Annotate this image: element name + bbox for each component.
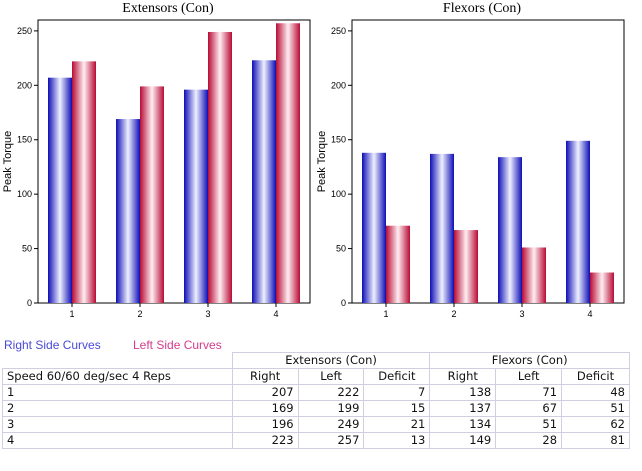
y-axis-label: Peak Torque: [2, 131, 14, 193]
y-tick-label: 0: [341, 298, 346, 308]
table-cell: 207: [231, 384, 299, 401]
table-cell: 223: [231, 432, 299, 449]
table-row: 1 207 222 7 138 71 48: [2, 384, 630, 401]
y-tick-label: 200: [331, 80, 346, 90]
row-label: 1: [2, 384, 233, 401]
plot-frame: [37, 19, 311, 304]
row-label: 2: [2, 400, 233, 417]
empty-cell: [2, 352, 233, 369]
col-header-deficit: Deficit: [561, 368, 630, 385]
table-cell: 71: [495, 384, 563, 401]
row-label: 4: [2, 432, 233, 449]
table-cell: 196: [231, 416, 299, 433]
bar-left-side: [454, 230, 478, 303]
col-header-right: Right: [429, 368, 497, 385]
y-tick-label: 100: [331, 189, 346, 199]
y-tick-label: 50: [22, 244, 32, 254]
x-tick-label: 3: [205, 309, 210, 319]
y-tick-label: 150: [17, 135, 32, 145]
results-table: Extensors (Con) Flexors (Con) Speed 60/6…: [2, 352, 630, 449]
table-cell: 67: [495, 400, 563, 417]
group-header-extensors: Extensors (Con): [231, 352, 431, 369]
group-header-flexors: Flexors (Con): [429, 352, 630, 369]
x-tick-label: 2: [451, 309, 456, 319]
table-cell: 15: [363, 400, 431, 417]
table-row: 3 196 249 21 134 51 62: [2, 416, 630, 433]
table-cell: 21: [363, 416, 431, 433]
table-cell: 149: [429, 432, 497, 449]
table-cell: 222: [297, 384, 365, 401]
col-header-left: Left: [297, 368, 365, 385]
y-tick-label: 150: [331, 135, 346, 145]
col-header-left: Left: [495, 368, 563, 385]
table-cell: 13: [363, 432, 431, 449]
x-tick-label: 3: [519, 309, 524, 319]
bar-left-side: [590, 272, 614, 303]
bar-right-side: [498, 157, 522, 303]
x-tick-label: 1: [69, 309, 74, 319]
x-tick-label: 4: [587, 309, 592, 319]
chart-title: Extensors (Con): [122, 1, 214, 16]
group-header-row: Extensors (Con) Flexors (Con): [2, 352, 630, 369]
table-cell: 28: [495, 432, 563, 449]
chart-title: Flexors (Con): [443, 1, 522, 16]
x-tick-label: 1: [383, 309, 388, 319]
table-cell: 249: [297, 416, 365, 433]
table-cell: 134: [429, 416, 497, 433]
x-tick-label: 4: [273, 309, 278, 319]
column-header-row: Speed 60/60 deg/sec 4 Reps Right Left De…: [2, 368, 630, 385]
bar-right-side: [362, 152, 386, 303]
table-row: 4 223 257 13 149 28 81: [2, 432, 630, 449]
y-tick-label: 250: [331, 26, 346, 36]
bar-right-side: [116, 119, 140, 303]
legend-right-side-curves: Right Side Curves: [4, 338, 101, 352]
legend-left-side-curves: Left Side Curves: [133, 338, 222, 352]
y-tick-label: 200: [17, 80, 32, 90]
table-cell: 199: [297, 400, 365, 417]
table-cell: 7: [363, 384, 431, 401]
bar-left-side: [72, 61, 96, 303]
table-cell: 51: [561, 400, 630, 417]
table-cell: 137: [429, 400, 497, 417]
bar-right-side: [566, 140, 590, 303]
table-cell: 169: [231, 400, 299, 417]
bar-right-side: [184, 89, 208, 304]
y-axis-label: Peak Torque: [316, 131, 328, 193]
plot-frame: [351, 19, 625, 304]
y-tick-label: 100: [17, 189, 32, 199]
table-cell: 81: [561, 432, 630, 449]
bar-left-side: [208, 31, 232, 303]
table-cell: 257: [297, 432, 365, 449]
x-tick-label: 2: [137, 309, 142, 319]
bar-left-side: [140, 86, 164, 304]
row-header-label: Speed 60/60 deg/sec 4 Reps: [2, 368, 233, 385]
table-cell: 51: [495, 416, 563, 433]
col-header-right: Right: [231, 368, 299, 385]
y-tick-label: 50: [336, 244, 346, 254]
y-tick-label: 250: [17, 26, 32, 36]
table-cell: 62: [561, 416, 630, 433]
bar-left-side: [386, 225, 410, 303]
bar-right-side: [430, 153, 454, 303]
col-header-deficit: Deficit: [363, 368, 431, 385]
bar-left-side: [522, 247, 546, 303]
table-cell: 138: [429, 384, 497, 401]
bar-left-side: [276, 23, 300, 304]
charts-area: Extensors (Con)Peak Torque05010015020025…: [2, 1, 625, 319]
table-cell: 48: [561, 384, 630, 401]
bar-right-side: [252, 60, 276, 304]
bar-right-side: [48, 77, 72, 303]
table-row: 2 169 199 15 137 67 51: [2, 400, 630, 417]
y-tick-label: 0: [27, 298, 32, 308]
row-label: 3: [2, 416, 233, 433]
